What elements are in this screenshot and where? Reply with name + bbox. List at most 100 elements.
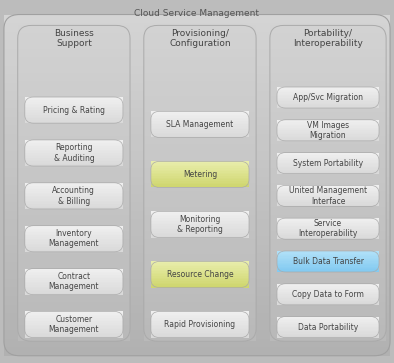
Text: Rapid Provisioning: Rapid Provisioning [164,320,236,329]
Bar [144,333,256,341]
Bar [277,288,379,289]
Bar [277,203,379,204]
Bar [277,155,379,156]
Bar [25,151,123,153]
Bar [151,116,249,118]
Bar [277,105,379,107]
Bar [277,197,379,199]
Bar [4,49,390,57]
Bar [277,189,379,191]
Bar [277,322,379,323]
Text: VM Images
Migration: VM Images Migration [307,121,349,140]
Bar [151,318,249,320]
Bar [277,96,379,98]
Bar [18,128,130,136]
Bar [151,132,249,134]
Bar [151,175,249,176]
Bar [18,41,130,49]
Bar [4,134,390,143]
Bar [277,168,379,170]
Bar [25,323,123,325]
Bar [277,124,379,125]
Bar [4,160,390,168]
Bar [4,40,390,49]
Bar [144,325,256,333]
Bar [270,175,386,183]
Bar [277,238,379,239]
Bar [4,211,390,219]
Bar [277,134,379,136]
Bar [25,293,123,295]
Bar [25,105,123,107]
Bar [18,215,130,223]
Bar [144,207,256,215]
Bar [144,286,256,294]
Bar [151,223,249,224]
Bar [151,121,249,123]
Bar [18,25,130,33]
Bar [18,136,130,144]
Bar [25,194,123,196]
Bar [144,105,256,112]
Bar [277,172,379,174]
Bar [4,253,390,262]
Bar [144,73,256,81]
Bar [4,279,390,287]
Bar [18,246,130,254]
Bar [4,32,390,40]
Bar [25,120,123,122]
Bar [151,186,249,188]
Bar [25,280,123,282]
Bar [144,175,256,183]
Bar [18,112,130,120]
Bar [4,15,390,23]
Bar [270,73,386,81]
Bar [144,41,256,49]
Bar [144,318,256,325]
Bar [270,286,386,294]
Bar [151,236,249,237]
Bar [144,152,256,160]
Bar [18,318,130,325]
Bar [270,112,386,120]
Bar [144,262,256,270]
Bar [25,278,123,280]
Bar [270,254,386,262]
Bar [25,193,123,194]
Bar [151,319,249,321]
Bar [277,329,379,330]
Bar [270,89,386,97]
Bar [25,140,123,142]
Bar [25,204,123,206]
Bar [277,107,379,108]
Bar [277,139,379,141]
Bar [277,122,379,124]
Bar [277,222,379,223]
Text: Cloud Service Management: Cloud Service Management [134,9,260,18]
Bar [18,89,130,97]
Bar [277,286,379,288]
Bar [25,277,123,278]
Bar [277,100,379,102]
Bar [18,81,130,89]
Bar [25,97,123,99]
Bar [4,228,390,236]
Bar [4,245,390,253]
Bar [25,270,123,272]
Bar [277,321,379,322]
Bar [25,188,123,189]
Bar [25,112,123,113]
Bar [151,280,249,281]
Bar [144,254,256,262]
Bar [270,152,386,160]
Bar [144,231,256,238]
Text: Contract
Management: Contract Management [48,272,99,291]
Bar [277,225,379,226]
Bar [4,330,390,339]
Text: System Portability: System Portability [293,159,363,168]
Bar [25,291,123,293]
Bar [4,100,390,108]
Bar [277,227,379,229]
Bar [25,99,123,100]
Bar [151,263,249,265]
